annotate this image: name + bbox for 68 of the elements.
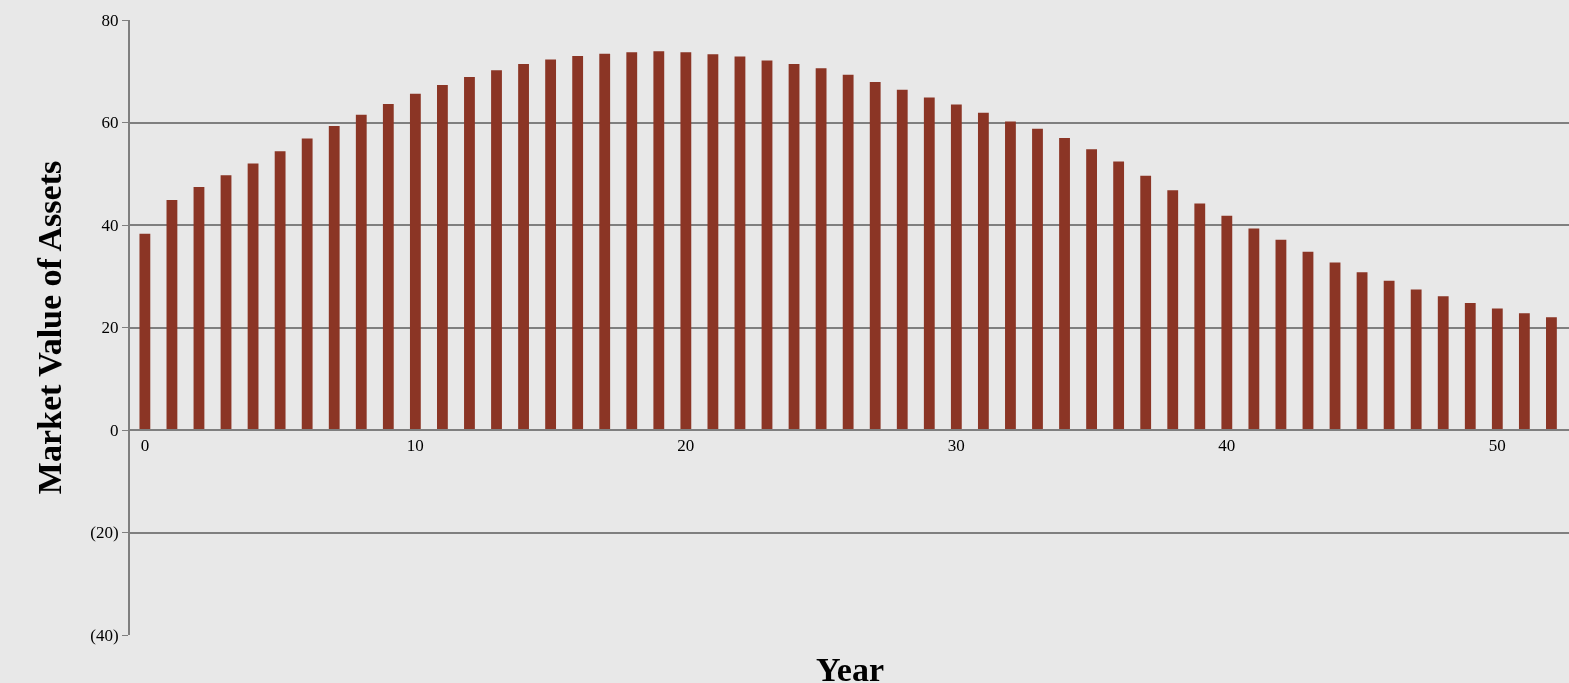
bar xyxy=(788,64,800,430)
bar xyxy=(653,51,665,430)
bar xyxy=(464,76,475,430)
bar xyxy=(193,187,205,430)
y-tick-label: 0 xyxy=(110,420,119,440)
bar xyxy=(1113,161,1125,430)
bar xyxy=(680,52,692,430)
x-axis-title: Year xyxy=(816,651,884,683)
bar xyxy=(166,199,178,430)
bar xyxy=(1275,239,1287,430)
y-tick-label: (40) xyxy=(90,625,119,645)
bar xyxy=(1221,215,1233,430)
bar xyxy=(301,138,313,430)
bar xyxy=(247,163,259,430)
bar xyxy=(1329,262,1341,430)
x-tick-label: 40 xyxy=(1218,436,1236,456)
bar xyxy=(842,74,854,430)
bar xyxy=(1356,272,1368,430)
y-tick-label: 80 xyxy=(101,10,119,30)
bar xyxy=(761,60,773,430)
y-tick-label: 40 xyxy=(101,215,119,235)
x-tick-label: 30 xyxy=(947,436,965,456)
x-tick-label: 50 xyxy=(1488,436,1506,456)
bar xyxy=(409,93,421,430)
bar xyxy=(220,175,232,430)
bar xyxy=(1140,175,1152,430)
bar xyxy=(869,82,881,430)
bar xyxy=(950,104,962,430)
bar xyxy=(1005,121,1016,430)
bar xyxy=(1410,289,1422,430)
bar xyxy=(274,151,286,430)
bar xyxy=(518,64,529,430)
bar xyxy=(977,112,989,430)
bar xyxy=(1167,190,1179,430)
bar xyxy=(1437,296,1449,430)
bar xyxy=(1248,228,1260,430)
bar xyxy=(734,56,746,430)
bar xyxy=(1464,302,1476,430)
bar xyxy=(1491,308,1503,430)
bar xyxy=(1518,313,1530,430)
bar xyxy=(896,89,908,430)
bar xyxy=(545,59,557,430)
y-tick-label: 60 xyxy=(101,113,119,133)
bar xyxy=(1059,137,1070,430)
bar xyxy=(572,55,584,430)
bar xyxy=(355,114,367,430)
y-tick-label: 20 xyxy=(101,318,119,338)
bar xyxy=(382,104,394,430)
bar xyxy=(815,68,827,430)
y-axis-title: Market Value of Assets xyxy=(31,160,69,495)
bar xyxy=(1302,251,1314,430)
bar xyxy=(491,70,502,430)
bar xyxy=(1194,203,1206,430)
bar xyxy=(599,53,611,430)
x-tick-label: 20 xyxy=(677,436,695,456)
bar xyxy=(139,233,151,430)
bar xyxy=(923,97,935,430)
bar xyxy=(328,126,340,430)
x-tick-label: 10 xyxy=(406,436,424,456)
bar xyxy=(1032,128,1043,430)
bar xyxy=(626,52,638,430)
bar xyxy=(707,54,719,430)
bar xyxy=(1383,280,1395,430)
y-tick-label: (20) xyxy=(90,523,119,543)
bar xyxy=(437,85,448,430)
bar xyxy=(1546,317,1557,430)
bar xyxy=(1086,149,1097,430)
x-tick-label: 0 xyxy=(140,436,150,456)
